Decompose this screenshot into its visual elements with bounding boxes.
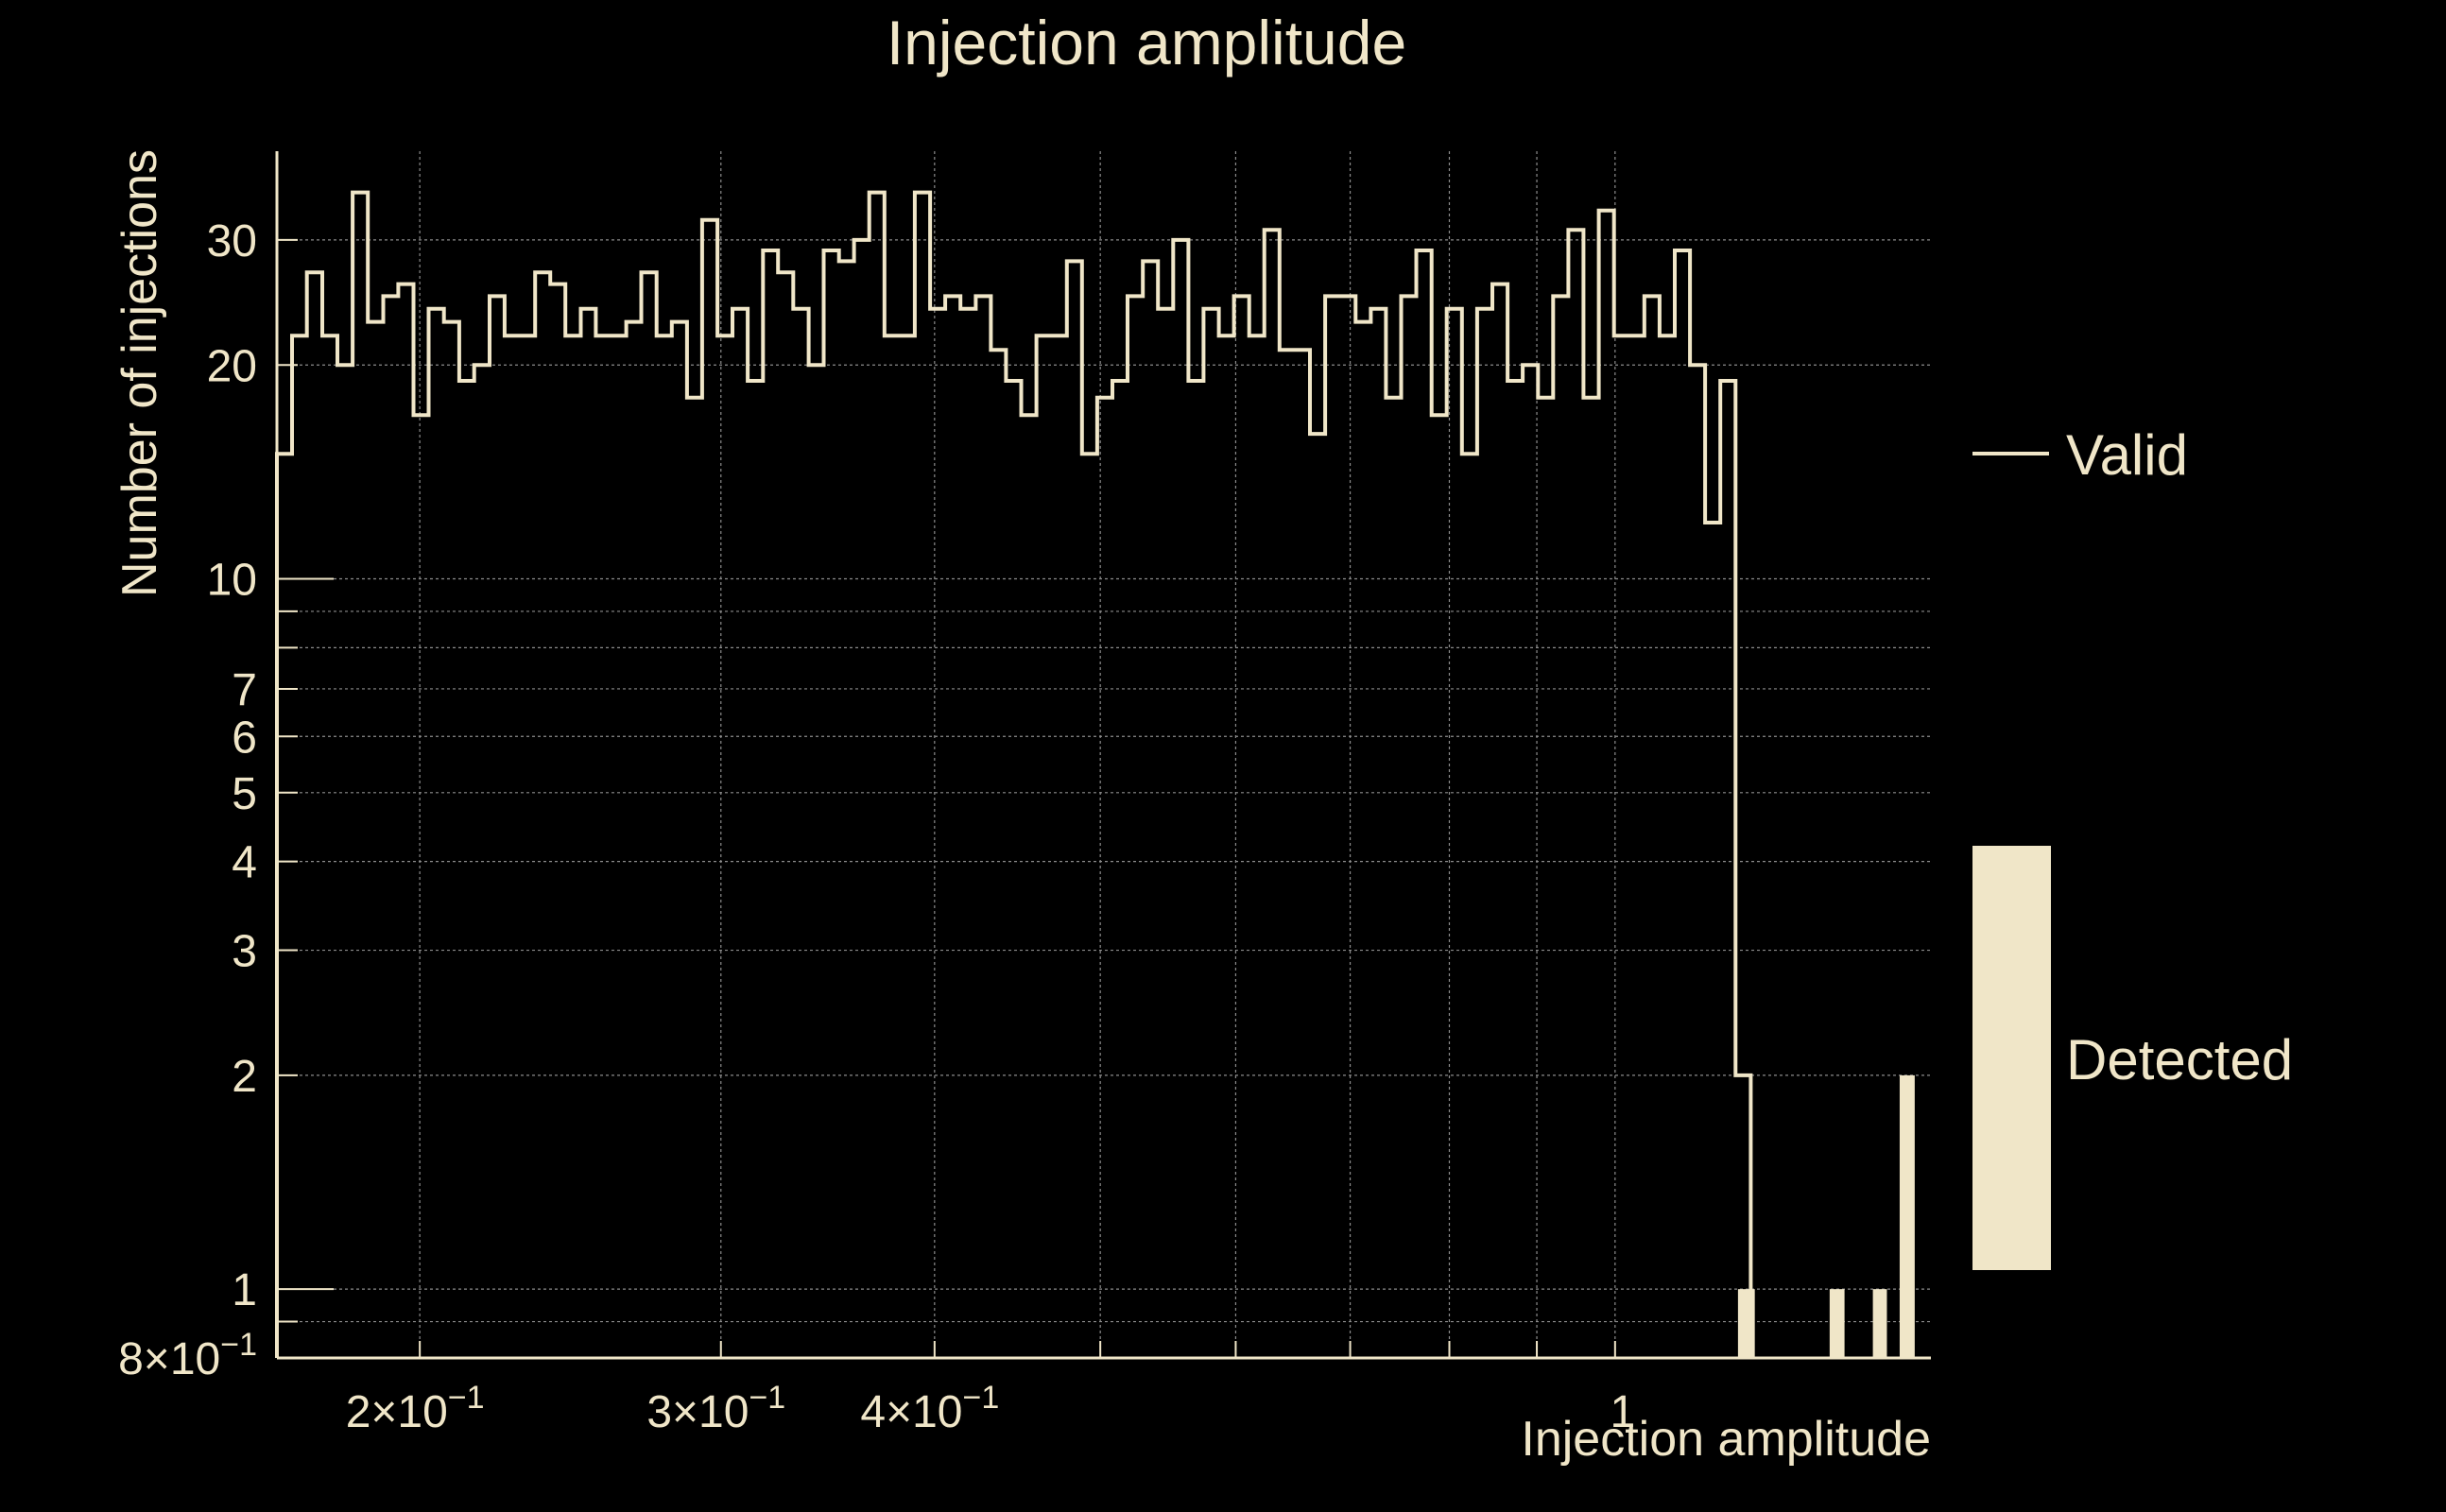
detected-bar: [1899, 1074, 1915, 1358]
x-tick-labels: 2×10−1 3×10−1 4×10−1 1: [346, 1380, 1635, 1437]
axes: [275, 151, 1931, 1360]
y-tick-label: 1: [232, 1265, 257, 1315]
y-tick-labels: 8×10−1 1 2 3 4 5 67 10 20 30: [118, 216, 257, 1384]
legend: Valid Detected: [1972, 423, 2293, 1270]
valid-step-path: [275, 190, 1753, 1358]
valid-step-line: [275, 190, 1753, 1358]
x-tick-label: 3×10−1: [646, 1380, 785, 1437]
x-axis-label: Injection amplitude: [1521, 1412, 1931, 1467]
legend-detected-swatch: [1972, 846, 2051, 1270]
y-tick-label: 3: [232, 927, 257, 977]
y-tick-label: 6: [232, 713, 257, 763]
x-tick-label: 1: [1610, 1387, 1635, 1437]
y-tick-label: 20: [207, 341, 257, 391]
y-tick-label: 7: [232, 665, 257, 715]
detected-bar: [1872, 1289, 1887, 1358]
legend-valid-label: Valid: [2066, 423, 2188, 487]
y-tick-label: 10: [207, 556, 257, 606]
x-tick-label: 4×10−1: [860, 1380, 999, 1437]
detected-bar: [1829, 1289, 1845, 1358]
chart-title: Injection amplitude: [887, 8, 1406, 77]
y-tick-label: 2: [232, 1052, 257, 1102]
y-axis-label: Number of injections: [112, 149, 167, 597]
y-tick-label: 8×10−1: [118, 1327, 257, 1384]
y-tick-label: 4: [232, 838, 257, 888]
grid-lines: [277, 151, 1931, 1359]
legend-detected-label: Detected: [2066, 1028, 2293, 1091]
x-tick-label: 2×10−1: [346, 1380, 485, 1437]
y-tick-label: 30: [207, 216, 257, 266]
y-tick-label: 5: [232, 769, 257, 819]
